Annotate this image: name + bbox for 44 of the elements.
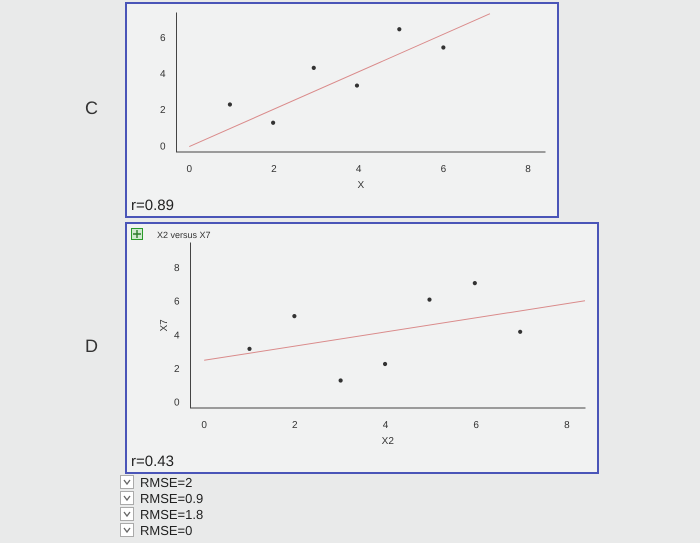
text: r=0.89	[131, 197, 174, 214]
point	[292, 314, 296, 318]
y-tick-label: 6	[174, 296, 180, 308]
point	[427, 298, 432, 302]
point	[312, 66, 316, 70]
point	[472, 280, 477, 286]
text: RMSE=1.8	[140, 506, 204, 522]
text: RMSE=0	[140, 522, 192, 538]
y-tick-label: 6	[160, 33, 166, 44]
point	[382, 362, 388, 366]
point	[271, 120, 276, 125]
x-tick-label: 6	[440, 164, 447, 175]
x-tick-label: 0	[186, 164, 192, 175]
text: D	[85, 336, 98, 357]
point	[247, 346, 252, 351]
y-axis-title: X7	[158, 318, 170, 332]
x-axis-title: X2	[382, 436, 394, 447]
y-tick-label: 0	[160, 141, 166, 152]
y-tick-label: 0	[174, 398, 180, 409]
x-tick-label: 2	[271, 164, 278, 175]
y-tick-label: 2	[160, 105, 166, 116]
point	[338, 378, 343, 383]
point	[397, 27, 402, 32]
text: RMSE=0.9	[140, 490, 204, 506]
x-axis-title: X	[357, 180, 364, 191]
x-tick-label: 0	[201, 420, 208, 431]
point	[518, 330, 522, 334]
y-tick-label: 4	[160, 69, 166, 80]
text: C	[85, 98, 98, 119]
point	[228, 102, 232, 107]
y-tick-label: 8	[174, 262, 180, 274]
point	[354, 83, 360, 88]
x-tick-label: 4	[356, 164, 362, 175]
point	[441, 45, 446, 50]
y-tick-label: 4	[174, 330, 180, 342]
x-tick-label: 8	[525, 164, 532, 175]
x-tick-label: 2	[292, 420, 298, 431]
x-tick-label: 4	[382, 420, 389, 431]
x-tick-label: 8	[564, 420, 570, 431]
x-tick-label: 6	[473, 420, 480, 431]
text: r=0.43	[131, 453, 174, 470]
chart-title: X2 versus X7	[157, 230, 211, 240]
text: RMSE=2	[140, 474, 192, 490]
y-tick-label: 2	[174, 364, 180, 375]
